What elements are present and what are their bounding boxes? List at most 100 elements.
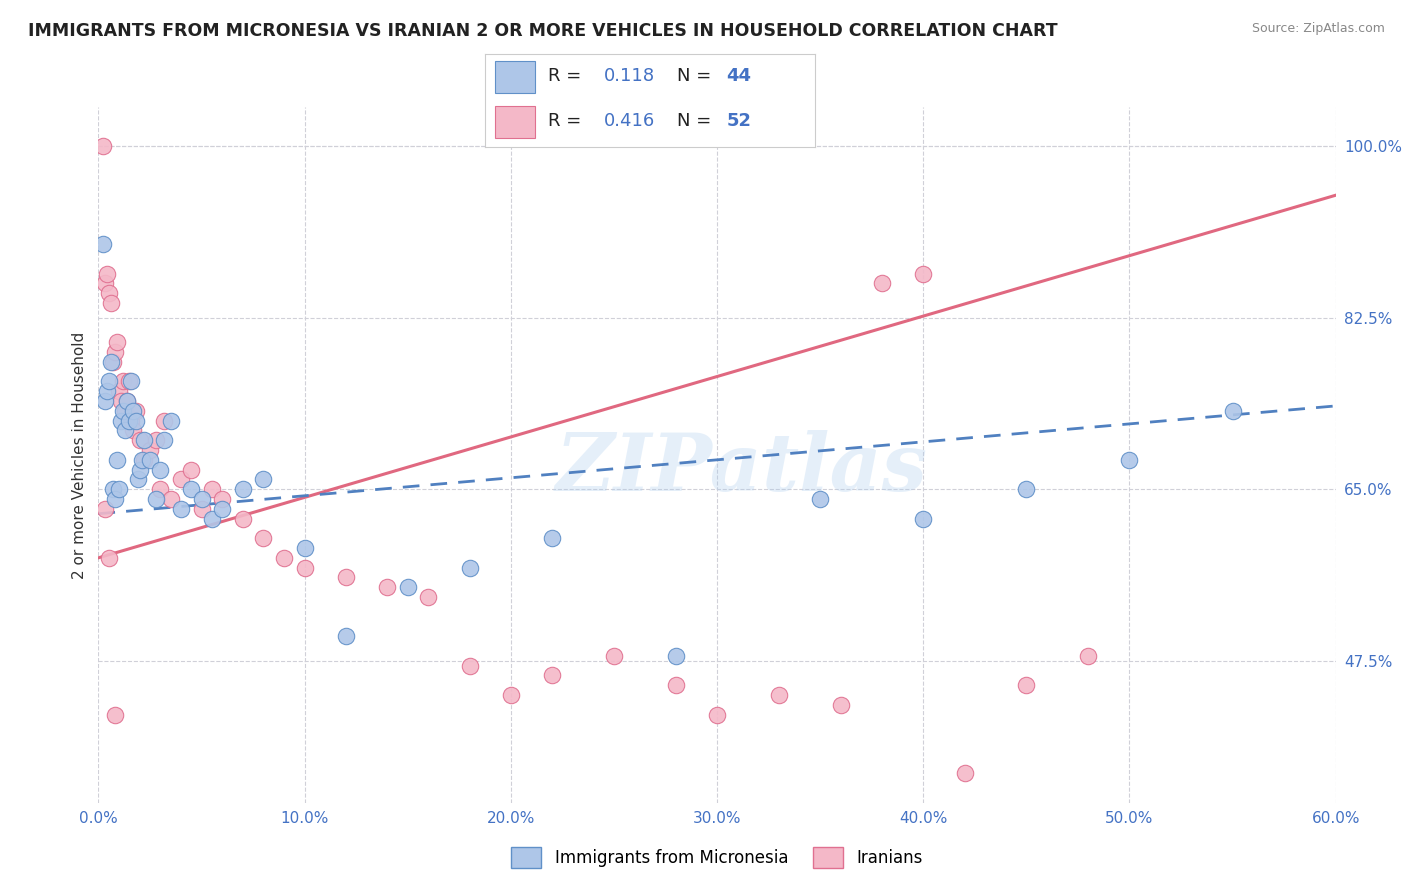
Point xyxy=(665,678,688,692)
Point xyxy=(96,267,118,281)
Point xyxy=(418,590,440,604)
Point xyxy=(97,375,120,389)
Point xyxy=(104,491,127,506)
Point xyxy=(1118,452,1140,467)
Text: 0.416: 0.416 xyxy=(605,112,655,130)
Point xyxy=(120,375,142,389)
Point xyxy=(93,501,115,516)
Point xyxy=(110,414,132,428)
Point xyxy=(706,707,728,722)
Point xyxy=(93,394,115,409)
Point xyxy=(159,491,181,506)
Text: IMMIGRANTS FROM MICRONESIA VS IRANIAN 2 OR MORE VEHICLES IN HOUSEHOLD CORRELATIO: IMMIGRANTS FROM MICRONESIA VS IRANIAN 2 … xyxy=(28,22,1057,40)
Point xyxy=(458,658,481,673)
Text: N =: N = xyxy=(676,67,717,85)
Point xyxy=(114,424,136,438)
Point xyxy=(159,414,181,428)
Point xyxy=(170,472,193,486)
Point xyxy=(145,434,167,448)
Point xyxy=(273,550,295,565)
Point xyxy=(108,384,131,399)
Point xyxy=(335,629,357,643)
Point xyxy=(110,394,132,409)
Point xyxy=(114,404,136,418)
Point xyxy=(101,482,124,496)
Point xyxy=(252,531,274,545)
Point xyxy=(100,355,122,369)
Point xyxy=(105,335,128,350)
Text: 0.118: 0.118 xyxy=(605,67,655,85)
Point xyxy=(912,511,935,525)
Bar xyxy=(495,61,534,93)
Point xyxy=(101,355,124,369)
Point xyxy=(830,698,852,712)
Point xyxy=(124,404,146,418)
Point xyxy=(118,414,141,428)
Y-axis label: 2 or more Vehicles in Household: 2 or more Vehicles in Household xyxy=(72,331,87,579)
Point xyxy=(117,394,139,409)
Point xyxy=(124,414,146,428)
Point xyxy=(122,404,145,418)
Point xyxy=(105,452,128,467)
Point xyxy=(153,414,176,428)
Point xyxy=(396,580,419,594)
Text: R =: R = xyxy=(548,67,586,85)
Point xyxy=(211,491,233,506)
Point xyxy=(768,688,790,702)
Point xyxy=(170,501,193,516)
Point xyxy=(232,482,254,496)
Point xyxy=(120,414,142,428)
Point xyxy=(122,424,145,438)
Point xyxy=(252,472,274,486)
Point xyxy=(112,375,135,389)
Point xyxy=(603,648,626,663)
Point xyxy=(100,296,122,310)
Point xyxy=(458,560,481,574)
Point xyxy=(375,580,398,594)
Bar xyxy=(495,106,534,138)
Point xyxy=(953,766,976,780)
Point xyxy=(139,443,162,458)
Point xyxy=(232,511,254,525)
Point xyxy=(97,286,120,301)
Point xyxy=(201,511,224,525)
Point xyxy=(127,472,149,486)
Point xyxy=(1077,648,1099,663)
Point xyxy=(541,531,564,545)
Point xyxy=(180,482,202,496)
Point xyxy=(139,452,162,467)
Point xyxy=(1222,404,1244,418)
Point xyxy=(1015,678,1038,692)
Point xyxy=(97,550,120,565)
Point xyxy=(190,501,212,516)
Point xyxy=(190,491,212,506)
Point xyxy=(93,277,115,291)
Point xyxy=(131,452,153,467)
Point xyxy=(104,707,127,722)
Point xyxy=(145,491,167,506)
Point xyxy=(128,434,150,448)
Point xyxy=(96,384,118,399)
Point xyxy=(149,482,172,496)
Point xyxy=(112,404,135,418)
Point xyxy=(149,462,172,476)
Point xyxy=(132,452,155,467)
Point xyxy=(108,482,131,496)
Point xyxy=(1015,482,1038,496)
Text: Source: ZipAtlas.com: Source: ZipAtlas.com xyxy=(1251,22,1385,36)
Point xyxy=(91,237,114,252)
Point xyxy=(294,560,316,574)
Point xyxy=(117,394,139,409)
Point xyxy=(118,375,141,389)
Point xyxy=(132,434,155,448)
Point xyxy=(499,688,522,702)
Point xyxy=(201,482,224,496)
Point xyxy=(808,491,831,506)
Point xyxy=(665,648,688,663)
Point xyxy=(870,277,893,291)
Point xyxy=(104,345,127,359)
Text: R =: R = xyxy=(548,112,586,130)
Point xyxy=(541,668,564,682)
Text: 44: 44 xyxy=(727,67,751,85)
Point xyxy=(180,462,202,476)
